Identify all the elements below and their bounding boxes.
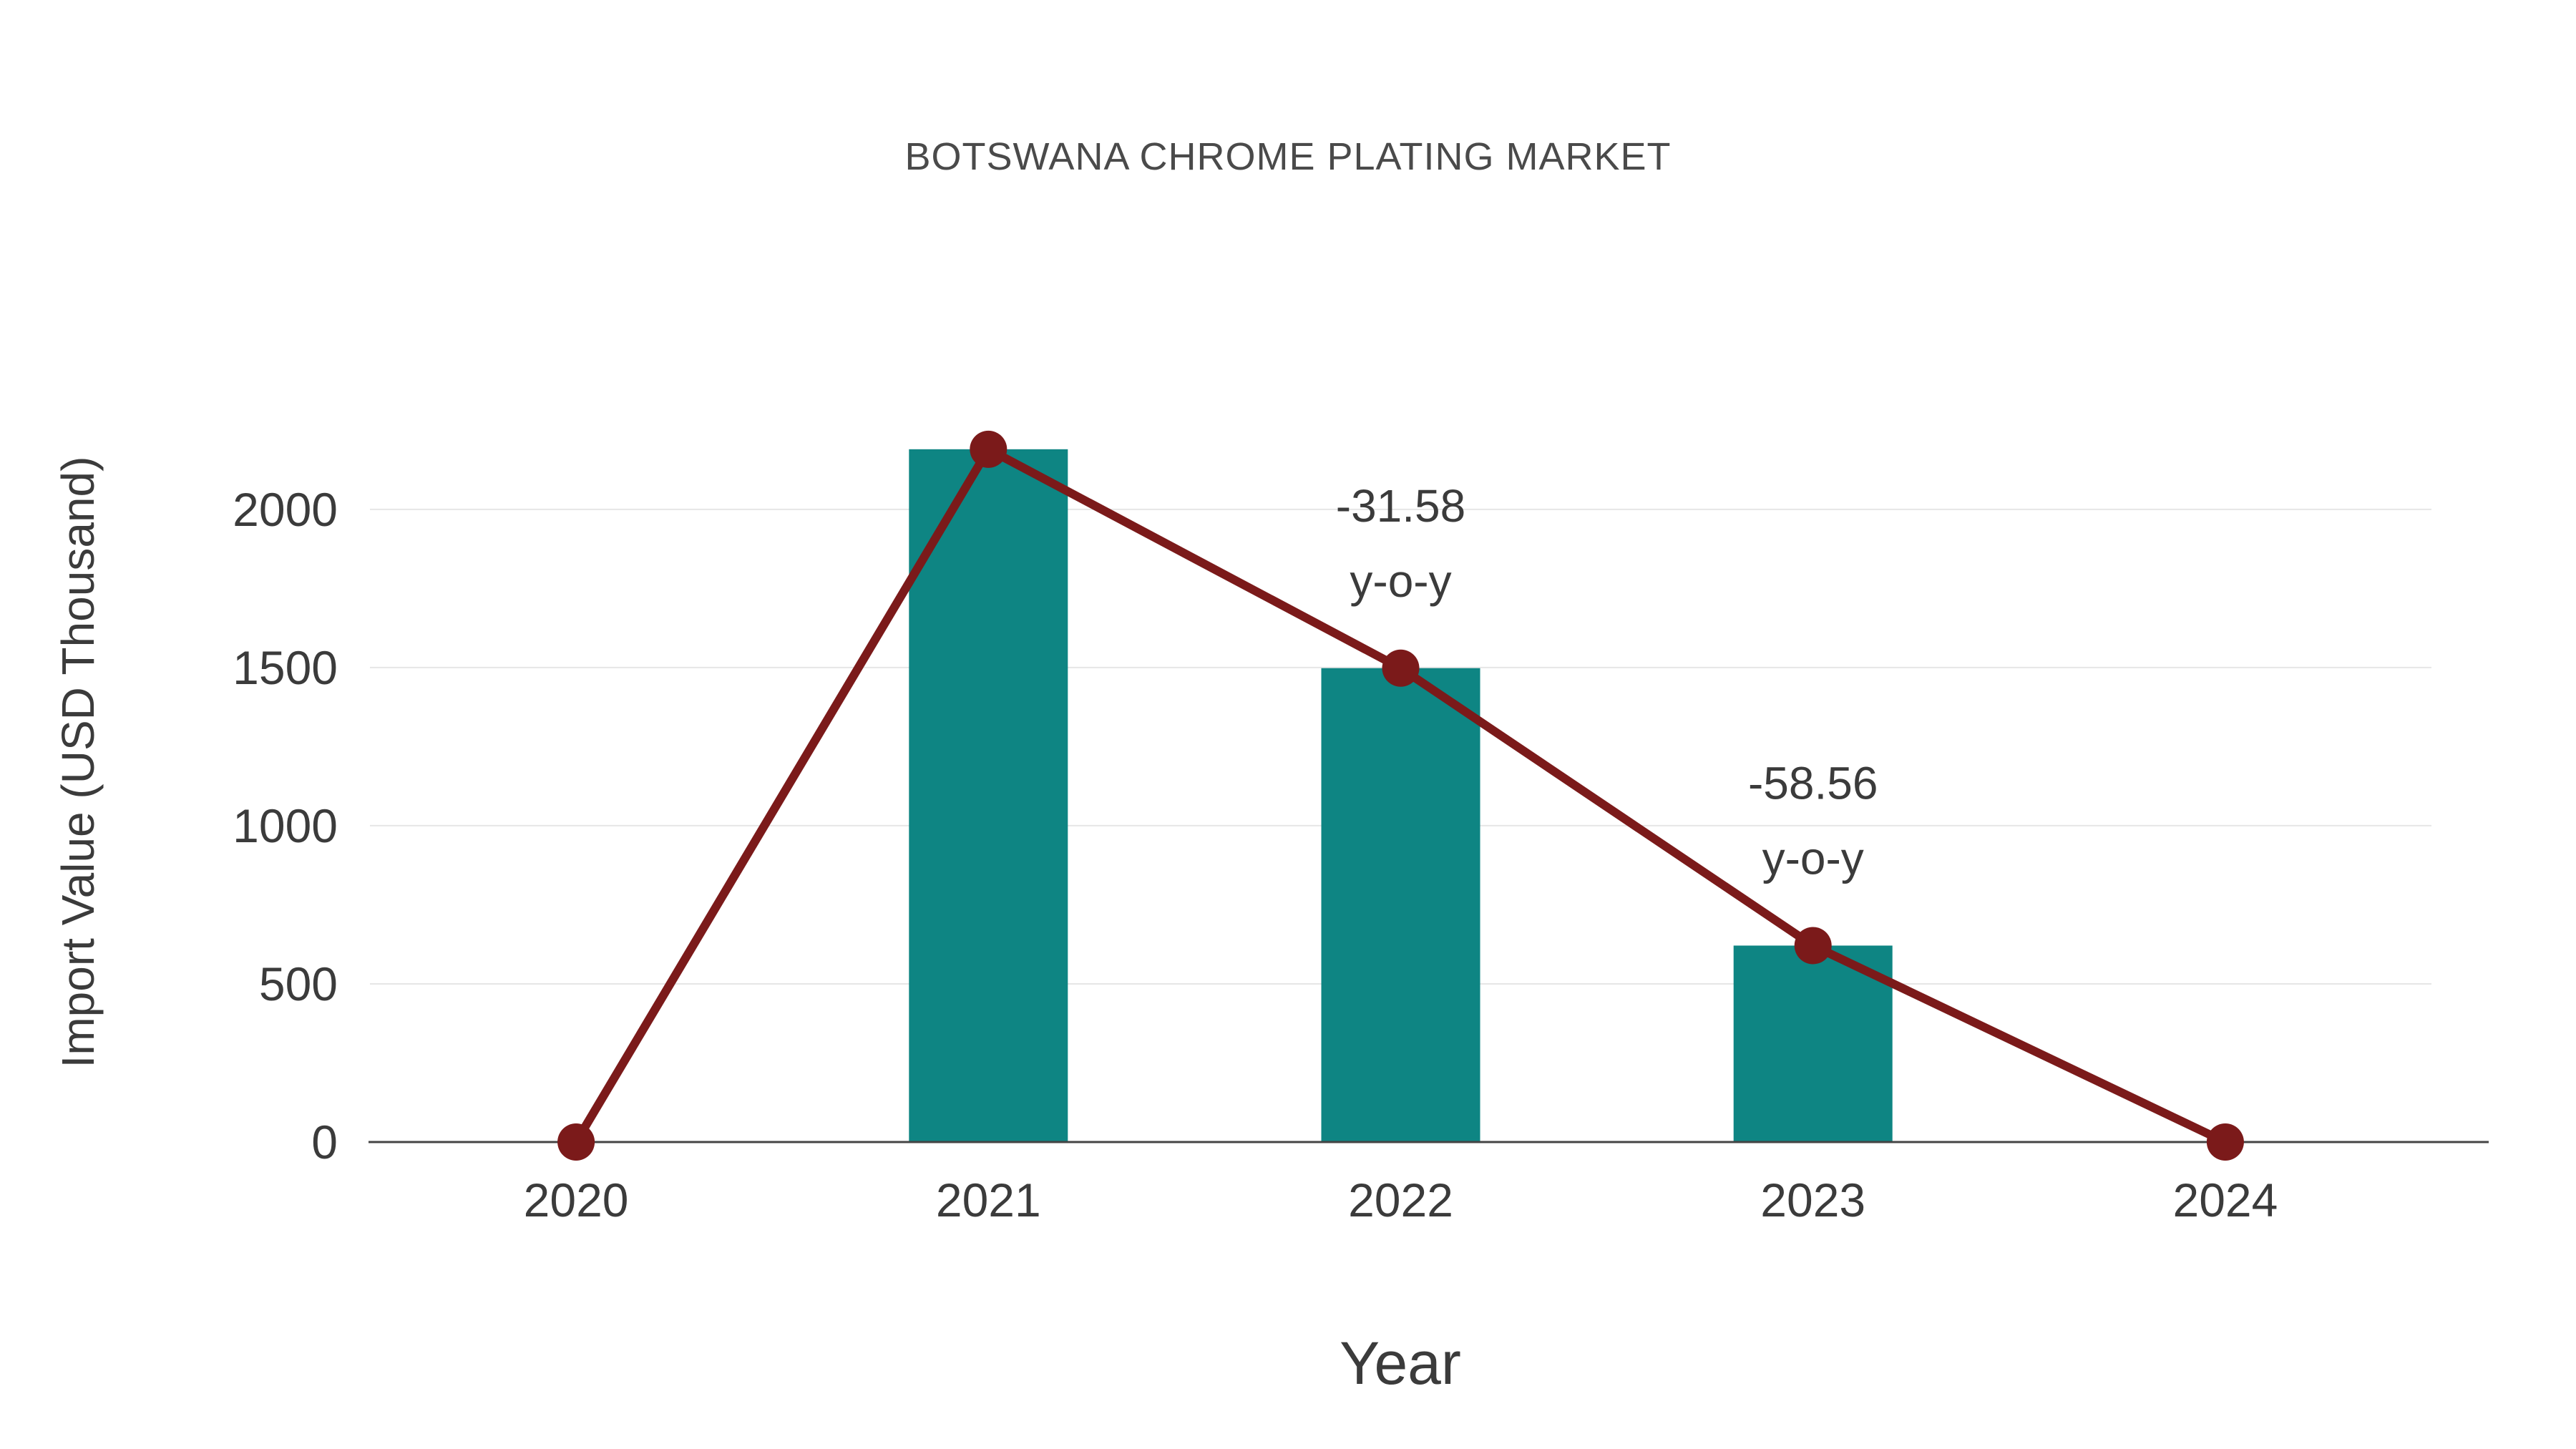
line-marker <box>970 430 1008 468</box>
x-tick-label: 2022 <box>1348 1174 1453 1226</box>
bar <box>909 449 1068 1142</box>
bar <box>1733 945 1893 1142</box>
y-tick-label: 0 <box>311 1116 338 1169</box>
line-marker <box>2206 1123 2244 1161</box>
line-marker <box>1382 649 1420 687</box>
y-tick-label: 2000 <box>233 483 338 536</box>
y-tick-label: 500 <box>259 957 338 1010</box>
line-marker <box>1794 927 1832 965</box>
x-tick-label: 2023 <box>1760 1174 1865 1226</box>
annotation-text: -58.56 <box>1748 757 1878 809</box>
annotation-text: y-o-y <box>1350 555 1451 607</box>
chart-title: BOTSWANA CHROME PLATING MARKET <box>904 135 1671 178</box>
line-marker <box>557 1123 595 1161</box>
y-tick-label: 1500 <box>233 641 338 694</box>
y-axis-title: Import Value (USD Thousand) <box>52 457 104 1068</box>
plot-layer: 0 500 1000 1500 2000 2020 2021 2022 2023 2024 -31.… <box>233 430 2489 1226</box>
annotation-text: -31.58 <box>1336 480 1465 532</box>
x-axis-title: Year <box>1340 1330 1461 1397</box>
y-tick-label: 1000 <box>233 799 338 852</box>
bar <box>1321 668 1480 1142</box>
x-tick-label: 2021 <box>936 1174 1041 1226</box>
annotation-text: y-o-y <box>1762 832 1864 884</box>
x-tick-label: 2024 <box>2172 1174 2278 1226</box>
x-tick-label: 2020 <box>524 1174 629 1226</box>
